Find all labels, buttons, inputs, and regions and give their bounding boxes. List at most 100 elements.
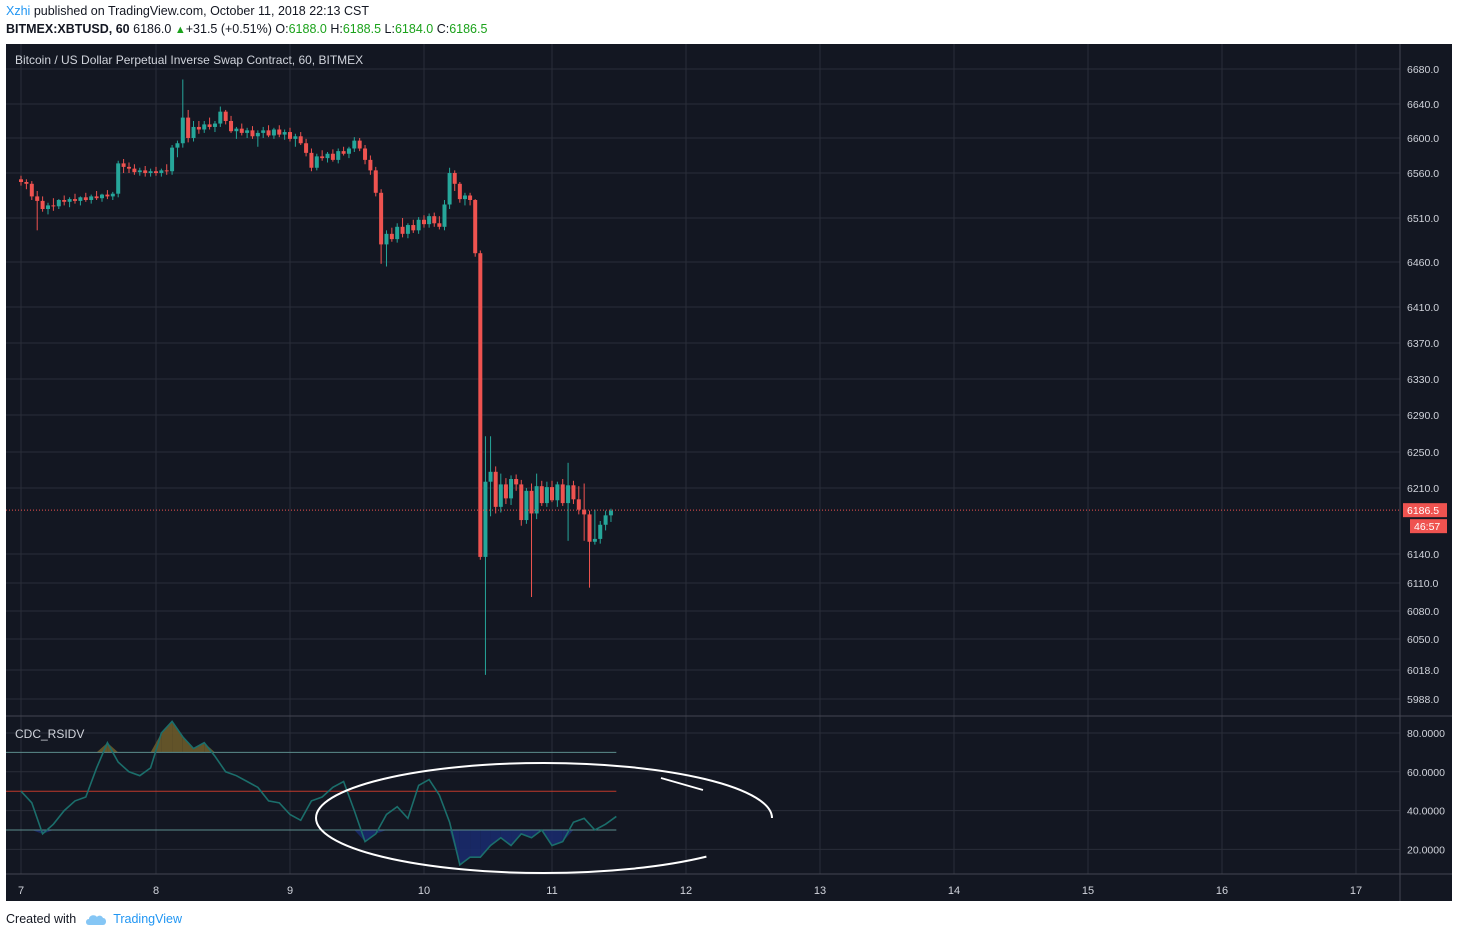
candle-body (314, 156, 319, 168)
chart-area[interactable]: Bitcoin / US Dollar Perpetual Inverse Sw… (6, 44, 1452, 901)
time-tick-label: 14 (948, 885, 960, 897)
candle-body (400, 226, 405, 234)
rsi-tick-label: 20.0000 (1407, 844, 1445, 856)
candle-body (19, 179, 23, 182)
candle-body (89, 196, 94, 200)
candle-body (218, 111, 223, 124)
candle-body (346, 148, 351, 154)
price-tick-label: 6370.0 (1407, 338, 1439, 350)
candle-body (298, 136, 303, 144)
price-tick-label: 6018.0 (1407, 665, 1439, 677)
oversold-fill (470, 830, 481, 858)
price-tick-label: 6110.0 (1407, 578, 1438, 590)
candle-body (592, 538, 597, 542)
candle-body (62, 200, 67, 202)
rsi-tick-label: 60.0000 (1407, 767, 1445, 779)
candle-body (544, 487, 549, 504)
last-price-tag (1403, 503, 1447, 518)
time-tick-label: 7 (18, 885, 24, 897)
candle-body (416, 219, 421, 231)
last-price-text: 6186.5 (1407, 505, 1439, 517)
candle-body (468, 195, 473, 200)
candle-body (509, 479, 514, 499)
candle-body (239, 128, 244, 133)
candle-body (164, 170, 169, 172)
price-tick-label: 6680.0 (1407, 64, 1439, 76)
candle-body (478, 253, 483, 557)
low-label: L: (384, 22, 395, 36)
candle-body (78, 197, 83, 201)
candle-body (503, 484, 508, 499)
candle-body (555, 484, 560, 501)
candle-body (29, 183, 34, 197)
time-axis[interactable]: 7 8 9 10 11 12 13 14 15 16 17 (18, 885, 1362, 897)
candle-body (191, 126, 196, 138)
oversold-fill (490, 830, 501, 846)
overbought-fill (150, 733, 162, 753)
price-axis[interactable]: 6680.0 6640.0 6600.0 6560.0 6510.0 6460.0 6410… (1407, 64, 1439, 706)
candle-body (250, 130, 255, 137)
candle-body (143, 170, 148, 173)
candle-body (24, 182, 29, 184)
candle-body (170, 147, 175, 172)
candle-body (105, 194, 110, 197)
oversold-fill (480, 830, 491, 858)
price-label: 6186.0 (133, 22, 172, 36)
price-tick-label: 6330.0 (1407, 374, 1439, 386)
candle-body (154, 171, 158, 173)
high-value: 6188.5 (342, 22, 382, 36)
candle-body (304, 143, 309, 153)
candle-body (212, 123, 217, 127)
chart-title: Bitcoin / US Dollar Perpetual Inverse Sw… (15, 53, 363, 67)
candle-body (137, 170, 142, 173)
ohlc-legend: BITMEX:XBTUSD, 60 6186.0 ▲+31.5 (+0.51%)… (6, 22, 487, 36)
tradingview-link[interactable]: TradingView (113, 912, 182, 926)
candle-body (293, 136, 298, 139)
oversold-fill (562, 830, 574, 842)
price-tick-label: 6290.0 (1407, 410, 1439, 422)
candle-body (384, 233, 389, 245)
indicator-name: CDC_RSIDV (15, 727, 84, 741)
candle-body (587, 514, 592, 542)
price-tick-label: 6510.0 (1407, 213, 1439, 225)
close-label: C: (436, 22, 450, 36)
last-price-marker: 6186.5 46:57 (6, 503, 1447, 534)
rsi-tick-label: 40.0000 (1407, 806, 1445, 818)
candle-body (207, 124, 212, 127)
candle-body (389, 233, 394, 240)
candle-body (488, 471, 493, 482)
chart-background (6, 44, 1452, 901)
candle-body (234, 128, 239, 132)
candle-body (529, 490, 534, 514)
candle-body (352, 140, 357, 149)
open-label: O: (275, 22, 289, 36)
rsi-tick-label: 80.0000 (1407, 728, 1445, 740)
candle-body (498, 484, 503, 507)
candle-body (373, 170, 378, 193)
rsi-pane (6, 720, 617, 867)
time-tick-label: 8 (153, 885, 159, 897)
author-link[interactable]: Xzhi (6, 4, 31, 18)
oversold-fill (500, 830, 512, 846)
rsi-axis[interactable]: 80.0000 60.0000 40.0000 20.0000 (1407, 728, 1445, 856)
candle-body (462, 195, 467, 200)
candle-body (539, 486, 544, 504)
hand-drawn-ellipse (315, 762, 773, 874)
price-tick-label: 6600.0 (1407, 133, 1439, 145)
candle-body (127, 166, 131, 169)
oversold-fill (375, 830, 387, 834)
candle-body (277, 129, 282, 135)
price-tick-label: 6410.0 (1407, 302, 1439, 314)
rsi-line (20, 720, 617, 867)
close-value: 6186.5 (449, 22, 488, 36)
hand-drawn-stroke (660, 777, 704, 791)
candle-body (132, 168, 137, 173)
price-tick-label: 6250.0 (1407, 447, 1439, 459)
up-triangle-icon: ▲ (174, 24, 186, 36)
oversold-fill (449, 830, 460, 865)
candle-body (67, 199, 72, 202)
candle-body (608, 510, 613, 516)
candle-body (576, 499, 581, 510)
oversold-fill (521, 830, 532, 838)
tradingview-cloud-icon (86, 914, 107, 925)
